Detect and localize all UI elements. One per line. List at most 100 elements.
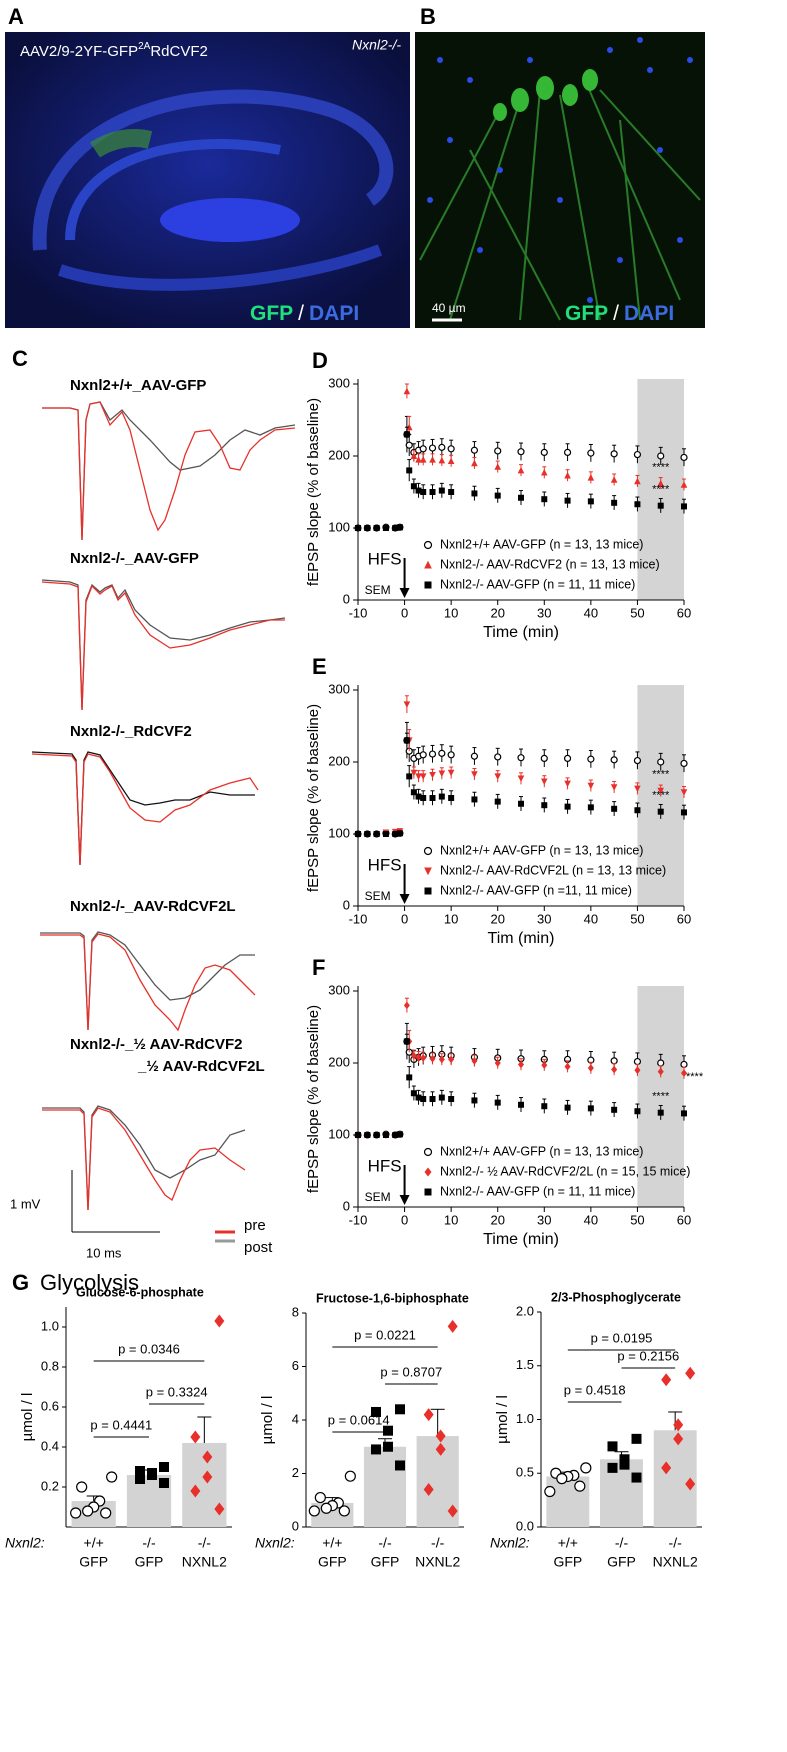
x-tick-label: 40 <box>584 605 598 620</box>
data-point <box>657 502 664 509</box>
x-tick-label: -10 <box>349 911 368 926</box>
x-tick-label: 20 <box>490 1212 504 1227</box>
data-point <box>135 1466 145 1476</box>
y-axis-label: µmol / l <box>259 1396 276 1445</box>
construct: AAV2/9-2YF-GFP2ARdCVF2 <box>20 41 208 60</box>
data-point <box>371 1444 381 1455</box>
legend-marker <box>423 1147 433 1157</box>
x-axis-label: Time (min) <box>483 1231 559 1248</box>
data-point <box>423 1408 434 1422</box>
data-point <box>540 448 548 456</box>
y-axis-label: µmol / l <box>19 1393 36 1442</box>
data-point <box>420 795 427 801</box>
p-value: p = 0.4518 <box>564 1382 626 1397</box>
hfs-arrowhead <box>399 1195 410 1205</box>
micrograph-b <box>415 32 705 328</box>
trace-label: Nxnl2+/+_AAV-GFP <box>70 377 206 394</box>
data-point <box>634 1066 641 1075</box>
data-point <box>494 463 502 470</box>
p-value: p = 0.3324 <box>146 1384 208 1399</box>
y-tick-label: 0.4 <box>41 1438 59 1453</box>
x-tick-label: 10 <box>444 1212 458 1227</box>
x-tick-label: 0 <box>401 911 408 926</box>
annotation: **** <box>652 1091 670 1103</box>
x-tick-label: GFP <box>135 1554 164 1570</box>
legend-label: Nxnl2-/- AAV-RdCVF2 (n = 13, 13 mice) <box>440 557 660 571</box>
data-point <box>429 795 436 801</box>
data-point <box>435 1429 446 1443</box>
data-point <box>518 1101 524 1108</box>
x-tick-label: 30 <box>537 911 551 926</box>
x-tick-label: -10 <box>349 605 368 620</box>
x-tick-label: -/- <box>615 1535 629 1551</box>
data-point <box>661 1373 672 1387</box>
data-point <box>494 753 502 761</box>
traces <box>31 401 296 1211</box>
data-point <box>364 831 371 837</box>
y-tick-label: 200 <box>328 1054 350 1069</box>
data-point <box>415 1053 422 1062</box>
data-point <box>631 1433 642 1444</box>
x-tick-label: +/+ <box>558 1535 578 1551</box>
gfp: GFP <box>565 302 608 325</box>
data-point <box>392 1132 399 1138</box>
data-point <box>438 749 446 757</box>
data-point <box>680 1060 688 1069</box>
annotation: **** <box>652 461 670 473</box>
data-point <box>202 1450 213 1464</box>
data-point <box>403 1001 410 1010</box>
data-point <box>344 1470 356 1482</box>
data-point <box>494 773 502 780</box>
data-point <box>540 754 548 763</box>
data-point <box>634 807 641 814</box>
data-point <box>556 1473 568 1485</box>
data-point <box>314 1491 326 1504</box>
data-point <box>541 1103 548 1110</box>
data-point <box>564 1062 571 1071</box>
data-point <box>338 1505 350 1517</box>
data-point <box>517 466 525 474</box>
data-point <box>406 467 413 474</box>
data-point <box>657 1067 664 1076</box>
panel-label: C <box>12 346 28 371</box>
data-point <box>607 1462 618 1473</box>
data-point <box>494 1099 501 1106</box>
data-point <box>135 1474 145 1484</box>
x-tick-label: 0 <box>401 1212 408 1227</box>
x-tick-label: GFP <box>79 1554 108 1570</box>
legend-label: Nxnl2-/- AAV-GFP (n = 11, 11 mice) <box>440 1184 635 1198</box>
data-point <box>470 446 479 454</box>
annotation: **** <box>652 769 670 781</box>
data-point <box>634 477 641 485</box>
x-tick-label: -10 <box>349 1212 368 1227</box>
chart-title: 2/3-Phosphoglycerate <box>551 1290 681 1304</box>
y-tick-label: 100 <box>328 519 350 534</box>
data-point <box>657 1059 665 1067</box>
data-point <box>470 752 479 760</box>
y-tick-label: 1.0 <box>516 1411 534 1426</box>
x-axis-label: Tim (min) <box>488 930 555 947</box>
y-tick-label: 300 <box>328 375 350 390</box>
panel-label: E <box>312 654 327 679</box>
data-point <box>471 771 478 778</box>
data-point <box>447 769 455 777</box>
data-point <box>541 1061 548 1070</box>
data-point <box>471 796 478 803</box>
data-point <box>540 778 548 786</box>
panel-label: D <box>312 348 328 373</box>
data-point <box>438 443 446 451</box>
data-point <box>396 830 403 837</box>
y-tick-label: 300 <box>328 982 350 997</box>
data-point <box>415 793 422 800</box>
data-point <box>419 456 427 463</box>
y-tick-label: 0.8 <box>41 1358 59 1373</box>
p-value: p = 0.2156 <box>617 1348 679 1363</box>
data-point <box>448 1055 455 1064</box>
legend-label: Nxnl2+/+ AAV-GFP (n = 13, 13 mice) <box>440 1144 643 1158</box>
data-point <box>471 459 478 467</box>
data-point <box>308 1505 320 1517</box>
data-point <box>410 1051 417 1060</box>
trace-label: Nxnl2-/-_AAV-GFP <box>70 550 199 567</box>
y-tick-label: 0 <box>343 1198 350 1213</box>
